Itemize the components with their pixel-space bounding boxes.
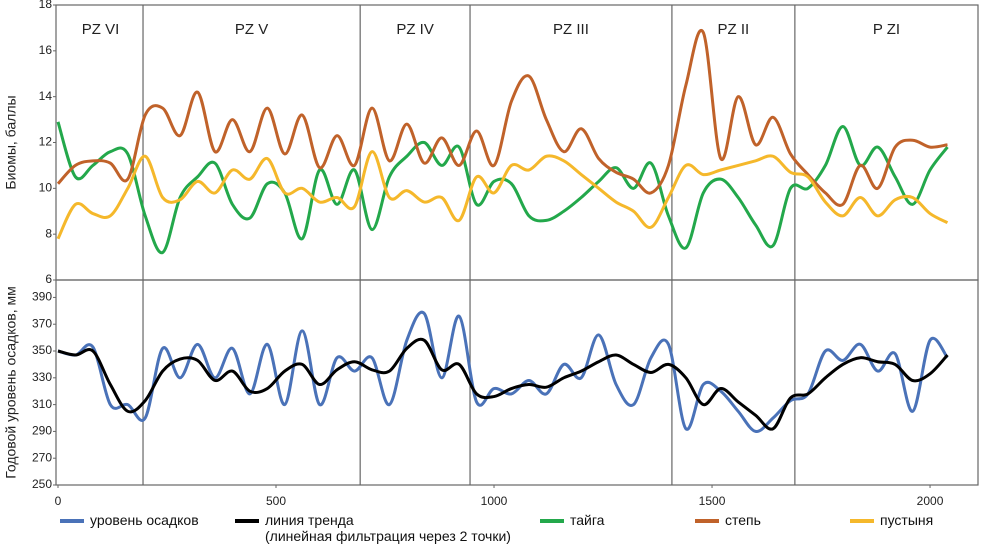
legend-item: уровень осадков — [60, 512, 235, 544]
x-tick-label: 1500 — [699, 494, 726, 508]
legend: уровень осадков линия тренда (линейная фи… — [60, 512, 975, 544]
y-tick-label: 350 — [32, 343, 52, 357]
chart: 6 8 10 12 14 16 18 Биомы, баллы PZ VI PZ V PZ IV PZ… — [3, 0, 979, 508]
x-tick-label: 500 — [266, 494, 286, 508]
y-tick-label: 18 — [39, 0, 53, 11]
y-tick-label: 14 — [39, 89, 53, 103]
zone-label: PZ IV — [396, 21, 434, 38]
zone-label: PZ III — [553, 21, 589, 38]
x-tick-label: 2000 — [917, 494, 944, 508]
legend-item: пустыня — [850, 512, 975, 544]
y-tick-label: 250 — [32, 477, 52, 491]
y-tick-label: 330 — [32, 370, 52, 384]
plot-frame — [55, 4, 979, 281]
plot-frame — [55, 279, 979, 486]
x-tick-label: 0 — [55, 494, 62, 508]
legend-item: тайга — [540, 512, 695, 544]
series-line — [56, 121, 949, 255]
y-tick-label: 290 — [32, 424, 52, 438]
legend-swatch — [60, 519, 84, 523]
y-tick-label: 270 — [32, 450, 52, 464]
legend-label: линия тренда (линейная фильтрация через … — [265, 512, 511, 544]
y-tick-label: 310 — [32, 397, 52, 411]
legend-swatch — [235, 519, 259, 523]
y-tick-label: 12 — [39, 135, 53, 149]
legend-item: степь — [695, 512, 850, 544]
y-axis-title: Биомы, баллы — [3, 95, 19, 189]
zone-label: PZ VI — [82, 21, 120, 38]
series-line — [56, 150, 949, 240]
legend-item: линия тренда (линейная фильтрация через … — [235, 512, 540, 544]
series-line — [57, 310, 949, 433]
series-line — [56, 28, 948, 207]
x-tick-label: 1000 — [481, 494, 508, 508]
y-tick-label: 390 — [32, 290, 52, 304]
legend-swatch — [540, 519, 564, 523]
series-line — [57, 337, 949, 431]
legend-swatch — [695, 519, 719, 523]
legend-swatch — [850, 519, 874, 523]
legend-label: тайга — [570, 512, 605, 528]
y-axis-title: Годовой уровень осадков, мм — [3, 286, 19, 479]
y-tick-label: 8 — [45, 226, 52, 240]
zone-label: PZ V — [235, 21, 268, 38]
legend-label: пустыня — [880, 512, 934, 528]
y-tick-label: 16 — [39, 43, 53, 57]
zone-label: P ZI — [873, 21, 900, 38]
y-tick-label: 6 — [45, 272, 52, 286]
legend-label: уровень осадков — [90, 512, 199, 528]
legend-label: степь — [725, 512, 761, 528]
y-tick-label: 370 — [32, 316, 52, 330]
y-tick-label: 10 — [39, 181, 53, 195]
zone-label: PZ II — [718, 21, 750, 38]
